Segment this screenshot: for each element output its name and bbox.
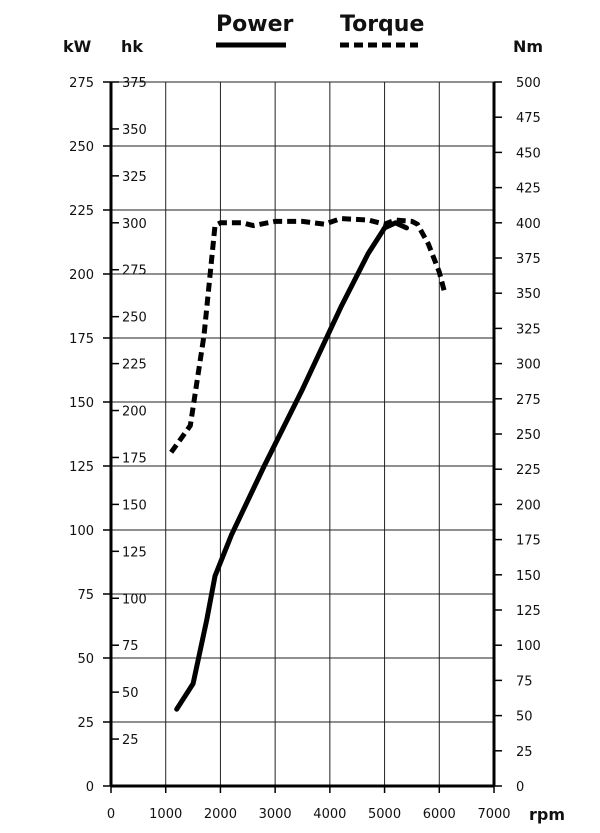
x-tick-label-5000: 5000 <box>368 807 401 822</box>
kw-unit-label: kW <box>63 37 92 56</box>
kw-tick-label-225: 225 <box>69 204 94 219</box>
nm-tick-label-50: 50 <box>516 710 533 725</box>
nm-tick-label-75: 75 <box>516 674 533 689</box>
nm-tick-label-475: 475 <box>516 111 541 126</box>
nm-tick-label-150: 150 <box>516 569 541 584</box>
series-power-line <box>174 220 409 712</box>
kw-tick-label-0: 0 <box>86 780 94 795</box>
x-tick-label-6000: 6000 <box>423 807 456 822</box>
nm-tick-label-200: 200 <box>516 498 541 513</box>
hk-tick-label-225: 225 <box>122 358 147 373</box>
nm-tick-label-300: 300 <box>516 358 541 373</box>
legend-label-power: Power <box>216 12 293 37</box>
kw-tick-label-200: 200 <box>69 268 94 283</box>
hk-tick-label-250: 250 <box>122 311 147 326</box>
nm-tick-label-500: 500 <box>516 76 541 91</box>
hk-tick-label-275: 275 <box>122 264 147 279</box>
x-tick-label-4000: 4000 <box>313 807 346 822</box>
nm-tick-label-275: 275 <box>516 393 541 408</box>
nm-tick-label-250: 250 <box>516 428 541 443</box>
legend: Power Torque <box>216 12 424 48</box>
x-tick-label-2000: 2000 <box>204 807 237 822</box>
x-tick-label-7000: 7000 <box>477 807 510 822</box>
hk-tick-label-125: 125 <box>122 545 147 560</box>
kw-tick-label-275: 275 <box>69 76 94 91</box>
nm-tick-label-425: 425 <box>516 182 541 197</box>
nm-tick-label-400: 400 <box>516 217 541 232</box>
hk-tick-label-300: 300 <box>122 217 147 232</box>
hk-tick-label-175: 175 <box>122 451 147 466</box>
grid-lines <box>111 81 495 786</box>
nm-tick-label-350: 350 <box>516 287 541 302</box>
x-tick-label-3000: 3000 <box>259 807 292 822</box>
hk-tick-label-150: 150 <box>122 498 147 513</box>
x-tick-label-0: 0 <box>107 807 115 822</box>
axes <box>103 81 502 793</box>
nm-unit-label: Nm <box>513 37 543 56</box>
hk-tick-label-75: 75 <box>122 639 139 654</box>
nm-tick-label-0: 0 <box>516 780 524 795</box>
nm-tick-label-325: 325 <box>516 322 541 337</box>
kw-tick-label-50: 50 <box>77 652 94 667</box>
hk-tick-label-25: 25 <box>122 733 139 748</box>
series-torque-line <box>169 216 448 454</box>
nm-tick-label-375: 375 <box>516 252 541 267</box>
kw-tick-label-250: 250 <box>69 140 94 155</box>
rpm-unit-label: rpm <box>529 805 565 824</box>
nm-tick-label-175: 175 <box>516 534 541 549</box>
kw-tick-label-125: 125 <box>69 460 94 475</box>
kw-tick-label-150: 150 <box>69 396 94 411</box>
hk-tick-label-50: 50 <box>122 686 139 701</box>
nm-tick-label-25: 25 <box>516 745 533 760</box>
kw-tick-label-175: 175 <box>69 332 94 347</box>
hk-tick-label-375: 375 <box>122 76 147 91</box>
hk-tick-label-100: 100 <box>122 592 147 607</box>
legend-label-torque: Torque <box>340 12 424 37</box>
series-layer <box>169 216 448 712</box>
hk-tick-label-325: 325 <box>122 170 147 185</box>
nm-tick-label-450: 450 <box>516 146 541 161</box>
nm-tick-label-125: 125 <box>516 604 541 619</box>
kw-tick-label-100: 100 <box>69 524 94 539</box>
nm-tick-label-100: 100 <box>516 639 541 654</box>
x-tick-label-1000: 1000 <box>149 807 182 822</box>
axis-labels: 0255075100125150175200225250275255075100… <box>63 37 565 824</box>
hk-unit-label: hk <box>121 37 143 56</box>
nm-tick-label-225: 225 <box>516 463 541 478</box>
hk-tick-label-350: 350 <box>122 123 147 138</box>
kw-tick-label-75: 75 <box>77 588 94 603</box>
kw-tick-label-25: 25 <box>77 716 94 731</box>
hk-tick-label-200: 200 <box>122 405 147 420</box>
